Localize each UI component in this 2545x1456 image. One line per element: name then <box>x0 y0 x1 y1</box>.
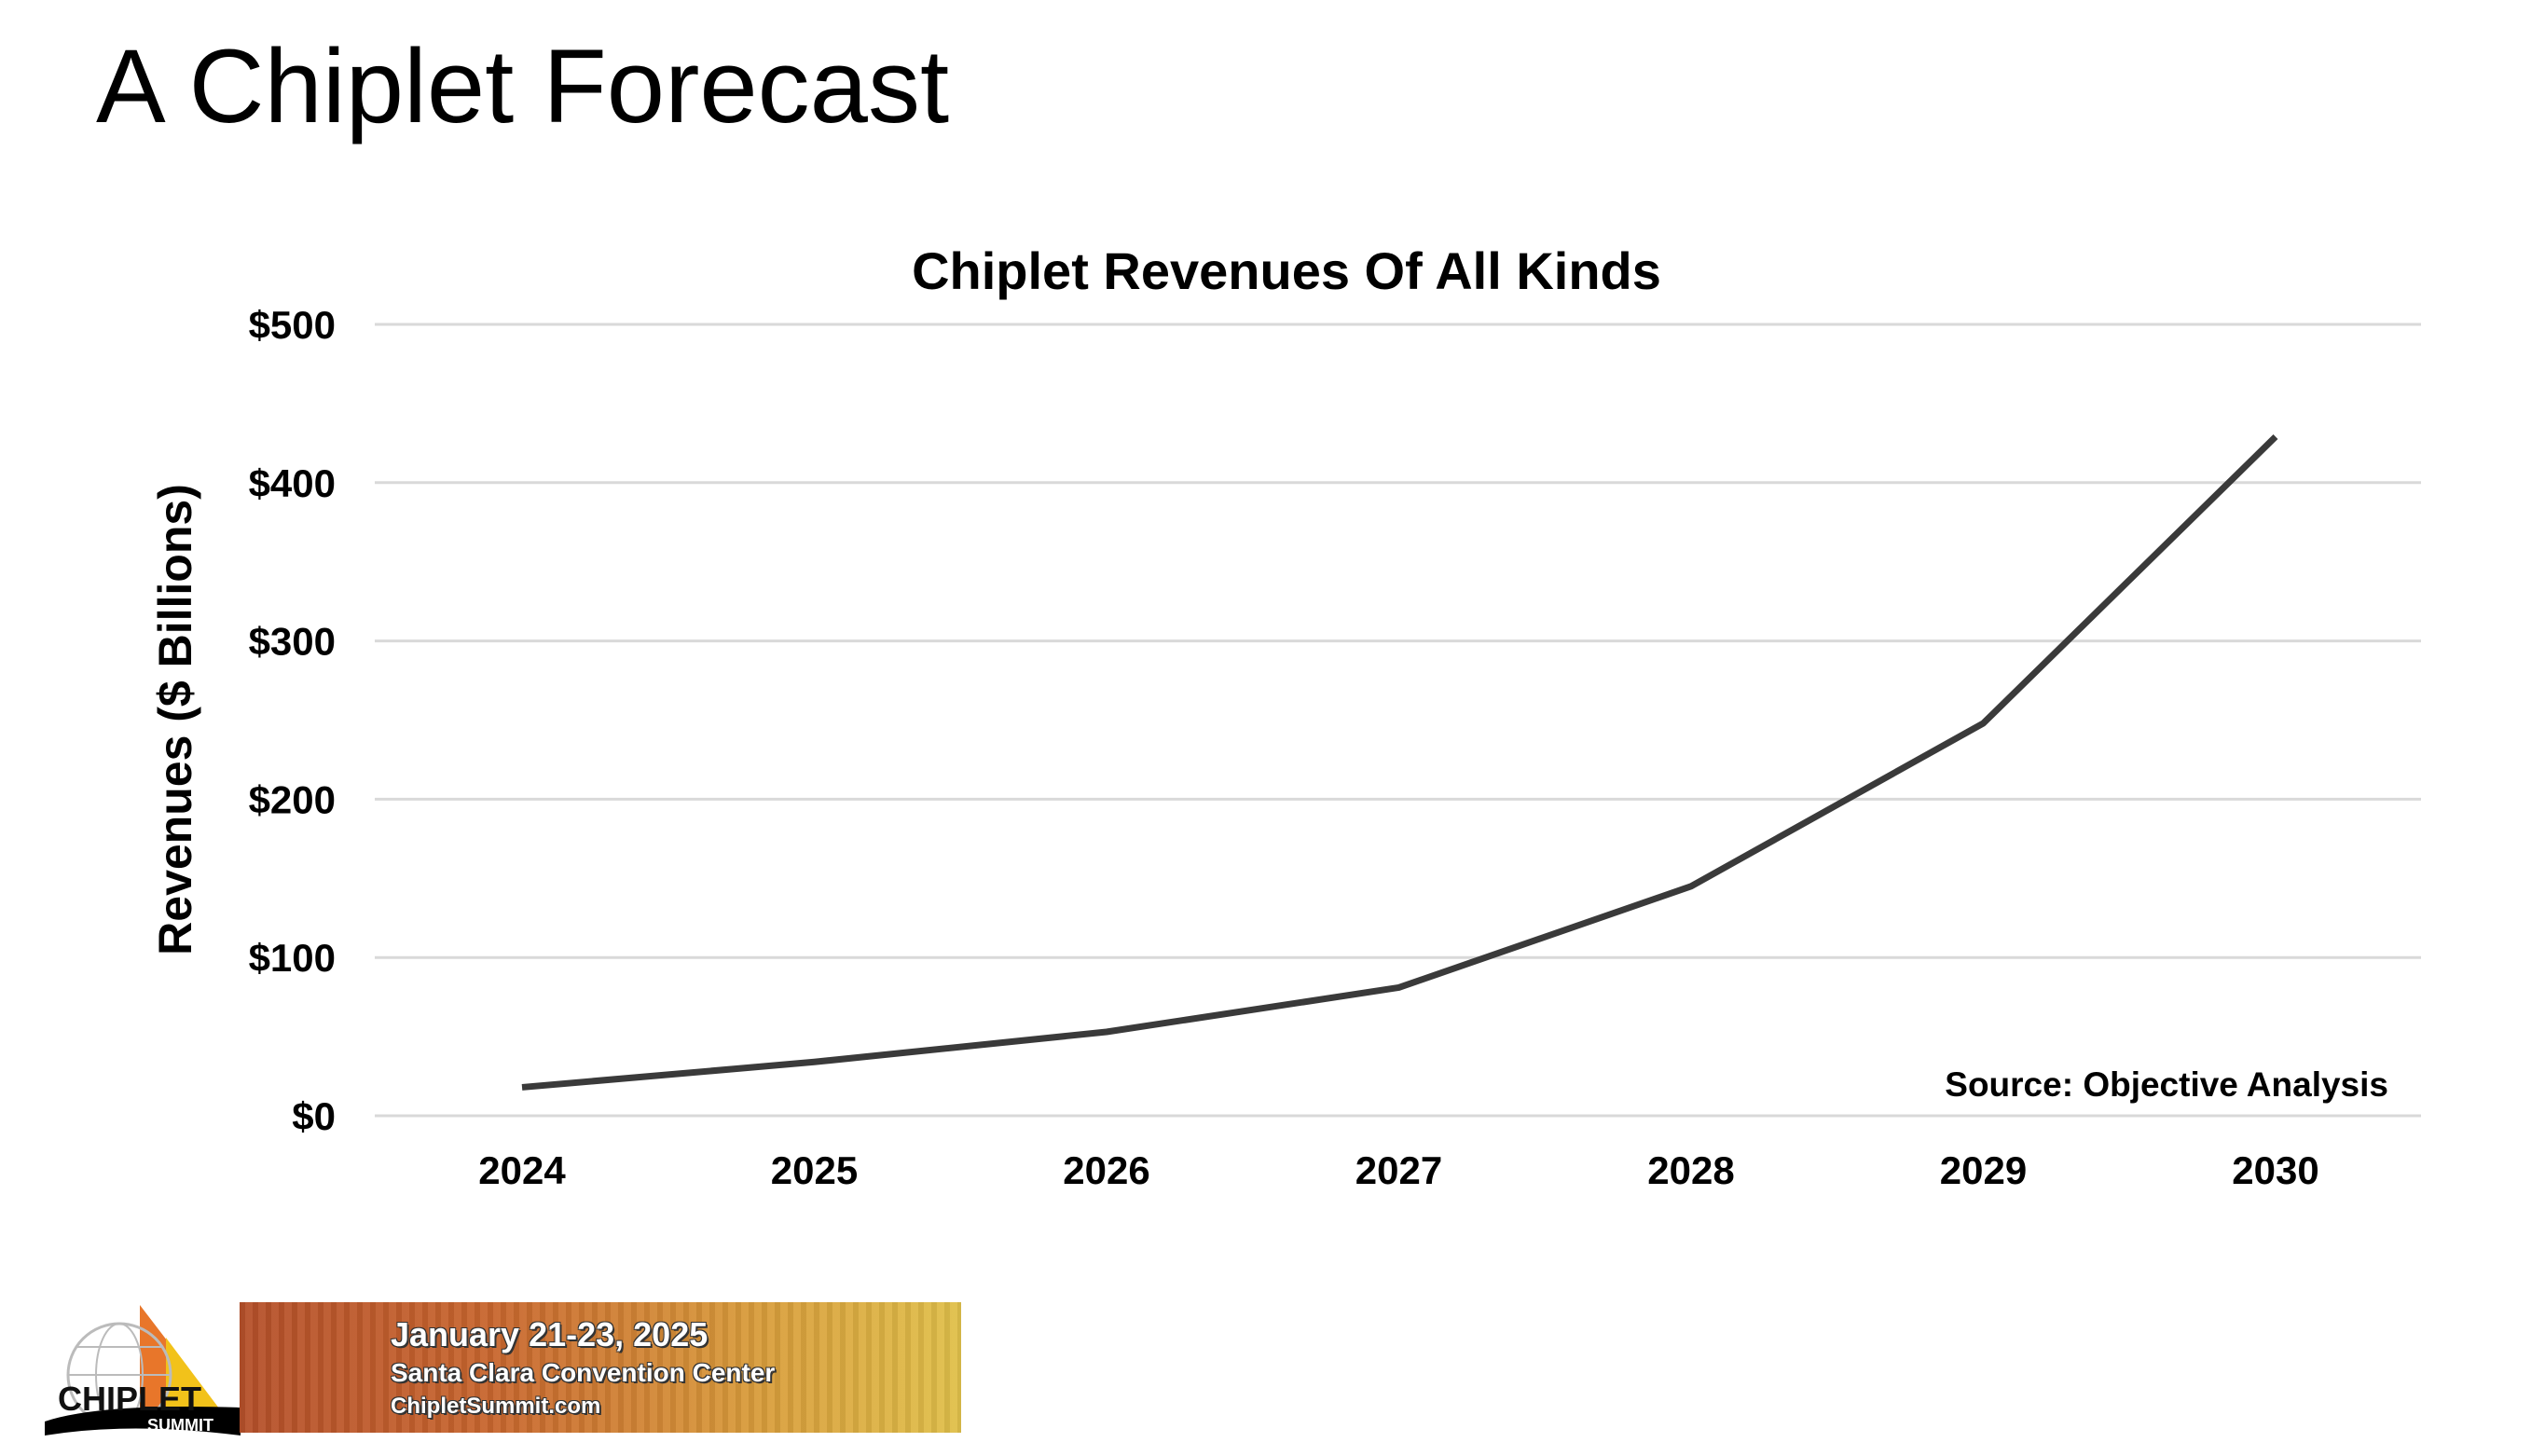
y-tick-label: $300 <box>249 620 336 664</box>
x-tick-label: 2030 <box>2232 1148 2318 1192</box>
svg-text:SUMMIT: SUMMIT <box>147 1416 213 1435</box>
x-tick-label: 2026 <box>1063 1148 1149 1192</box>
x-tick-label: 2029 <box>1940 1148 2027 1192</box>
banner-date: January 21-23, 2025 <box>391 1315 708 1353</box>
y-tick-label: $500 <box>249 303 336 347</box>
source-annotation: Source: Objective Analysis <box>1945 1065 2388 1104</box>
event-banner: January 21-23, 2025 Santa Clara Conventi… <box>240 1302 961 1433</box>
x-tick-label: 2028 <box>1647 1148 1734 1192</box>
x-tick-label: 2024 <box>478 1148 566 1192</box>
banner-venue: Santa Clara Convention Center <box>391 1358 776 1387</box>
chart-title: Chiplet Revenues Of All Kinds <box>912 241 1661 300</box>
slide-title: A Chiplet Forecast <box>96 28 950 144</box>
y-tick-label: $100 <box>249 936 336 980</box>
y-axis-label: Revenues ($ Billions) <box>149 484 201 955</box>
y-tick-label: $200 <box>249 777 336 821</box>
line-chart: Chiplet Revenues Of All Kinds Revenues (… <box>149 241 2421 1192</box>
y-tick-label: $0 <box>292 1094 336 1138</box>
y-tick-label: $400 <box>249 461 336 505</box>
series-line <box>521 434 2278 1091</box>
x-tick-label: 2027 <box>1355 1148 1442 1192</box>
banner-url: ChipletSummit.com <box>391 1394 601 1419</box>
svg-text:CHIPLET: CHIPLET <box>58 1380 201 1418</box>
chiplet-summit-logo: CHIPLET SUMMIT <box>45 1305 241 1435</box>
x-tick-label: 2025 <box>771 1148 858 1192</box>
